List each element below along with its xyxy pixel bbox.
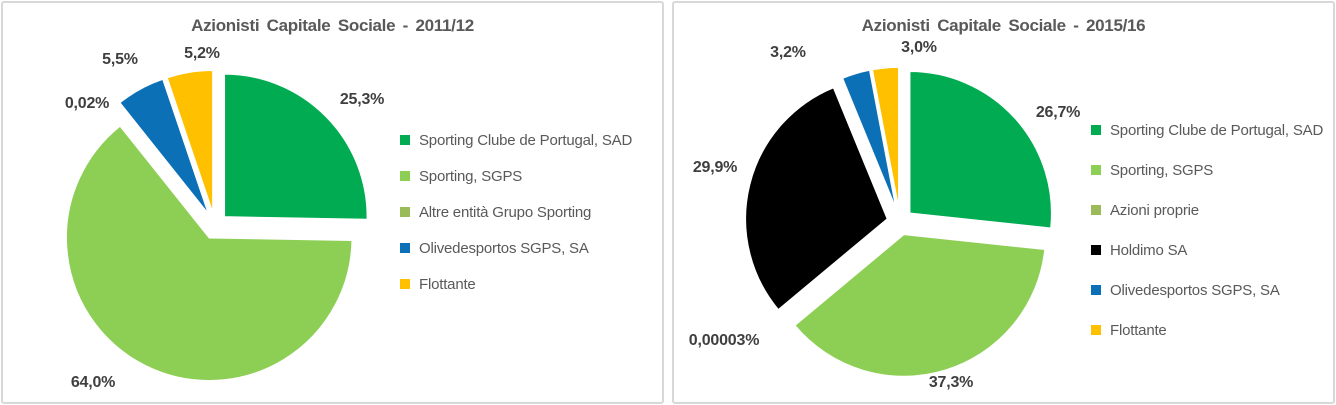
legend-label: Olivedesportos SGPS, SA <box>1110 281 1280 299</box>
pie-chart-2015-16 <box>744 66 1053 378</box>
legend-item: Olivedesportos SGPS, SA <box>1091 270 1323 310</box>
pie-slice <box>841 69 898 210</box>
legend-2015-16: Sporting Clube de Portugal, SAD Sporting,… <box>1091 110 1323 350</box>
pie-slice <box>223 73 369 221</box>
legend-item: Sporting, SGPS <box>1091 150 1323 190</box>
legend-swatch-icon <box>400 243 410 253</box>
legend-label: Flottante <box>1110 321 1167 339</box>
legend-item: Sporting, SGPS <box>400 158 632 194</box>
legend-label: Sporting Clube de Portugal, SAD <box>1110 121 1324 139</box>
legend-swatch-icon <box>1091 285 1101 295</box>
chart-panel-2015-16: Azionisti Capitale Sociale - 2015/16 26,… <box>672 1 1335 404</box>
chart-panel-2011-12: Azionisti Capitale Sociale - 2011/12 25,… <box>1 1 664 404</box>
legend-swatch-icon <box>1091 245 1101 255</box>
legend-item: Sporting Clube de Portugal, SAD <box>400 122 632 158</box>
pie-slice <box>793 233 1046 378</box>
legend-item: Olivedesportos SGPS, SA <box>400 230 632 266</box>
legend-label: Holdimo SA <box>1110 241 1188 259</box>
legend-swatch-icon <box>1091 205 1101 215</box>
legend-label: Sporting, SGPS <box>419 167 523 185</box>
pie-slice <box>871 66 900 210</box>
legend-item: Flottante <box>400 266 632 302</box>
legend-item: Azioni proprie <box>1091 190 1323 230</box>
pie-slice <box>65 124 353 382</box>
legend-item: Flottante <box>1091 310 1323 350</box>
pie-slice <box>908 70 1053 230</box>
chart-title-2011-12: Azionisti Capitale Sociale - 2011/12 <box>191 16 474 35</box>
legend-label: Olivedesportos SGPS, SA <box>419 239 589 257</box>
legend-item: Sporting Clube de Portugal, SAD <box>1091 110 1323 150</box>
legend-swatch-icon <box>400 171 410 181</box>
chart-title-2015-16: Azionisti Capitale Sociale - 2015/16 <box>861 16 1146 35</box>
legend-swatch-icon <box>400 135 410 145</box>
pie-slice <box>118 78 210 216</box>
legend-item: Altre entità Grupo Sporting <box>400 194 632 230</box>
pie-slice <box>744 86 889 311</box>
legend-label: Sporting, SGPS <box>1110 161 1214 179</box>
legend-swatch-icon <box>1091 125 1101 135</box>
legend-label: Azioni proprie <box>1110 201 1199 219</box>
legend-label: Flottante <box>419 275 476 293</box>
legend-label: Sporting Clube de Portugal, SAD <box>419 131 633 149</box>
legend-2011-12: Sporting Clube de Portugal, SAD Sporting,… <box>400 122 632 302</box>
pie-slice <box>166 69 214 214</box>
legend-swatch-icon <box>1091 165 1101 175</box>
legend-label: Altre entità Grupo Sporting <box>419 203 592 221</box>
pie-chart-2011-12 <box>65 69 369 382</box>
legend-item: Holdimo SA <box>1091 230 1323 270</box>
legend-swatch-icon <box>1091 325 1101 335</box>
legend-swatch-icon <box>400 207 410 217</box>
legend-swatch-icon <box>400 279 410 289</box>
